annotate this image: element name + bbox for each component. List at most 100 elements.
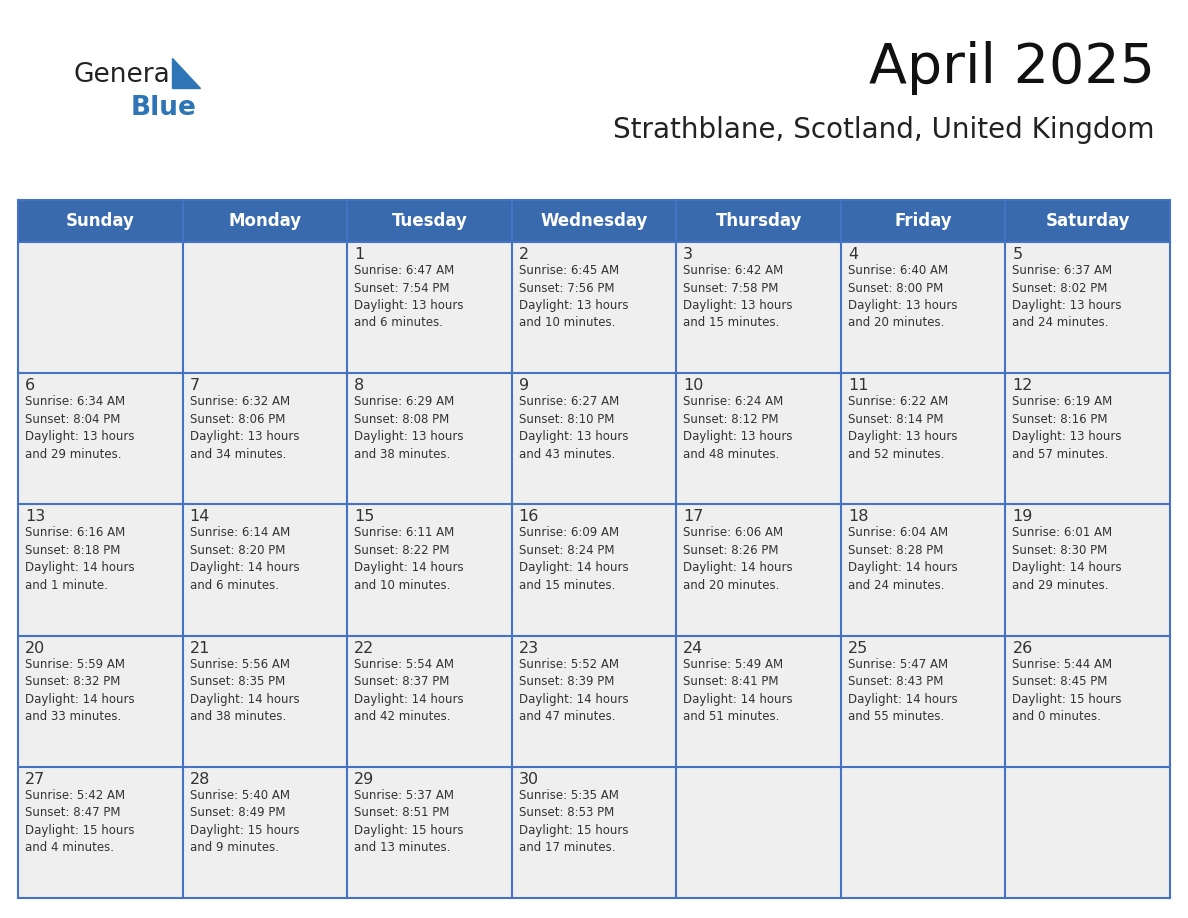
- Bar: [676, 635, 841, 767]
- Text: Sunrise: 6:32 AM
Sunset: 8:06 PM
Daylight: 13 hours
and 34 minutes.: Sunrise: 6:32 AM Sunset: 8:06 PM Dayligh…: [190, 396, 299, 461]
- Text: Sunrise: 5:54 AM
Sunset: 8:37 PM
Daylight: 14 hours
and 42 minutes.: Sunrise: 5:54 AM Sunset: 8:37 PM Dayligh…: [354, 657, 463, 723]
- Text: Sunrise: 6:19 AM
Sunset: 8:16 PM
Daylight: 13 hours
and 57 minutes.: Sunrise: 6:19 AM Sunset: 8:16 PM Dayligh…: [1012, 396, 1121, 461]
- Bar: [676, 200, 841, 242]
- Polygon shape: [172, 58, 200, 88]
- Bar: [18, 242, 183, 374]
- Text: Saturday: Saturday: [1045, 212, 1130, 230]
- Bar: [841, 242, 1005, 374]
- Text: 12: 12: [1012, 378, 1032, 393]
- Bar: [347, 504, 512, 635]
- Text: 18: 18: [848, 509, 868, 524]
- Text: Sunrise: 6:34 AM
Sunset: 8:04 PM
Daylight: 13 hours
and 29 minutes.: Sunrise: 6:34 AM Sunset: 8:04 PM Dayligh…: [25, 396, 134, 461]
- Text: 13: 13: [25, 509, 45, 524]
- Text: Thursday: Thursday: [715, 212, 802, 230]
- Text: 24: 24: [683, 641, 703, 655]
- Text: 26: 26: [1012, 641, 1032, 655]
- Text: 30: 30: [519, 772, 539, 787]
- Bar: [512, 374, 676, 504]
- Bar: [347, 242, 512, 374]
- Bar: [18, 200, 183, 242]
- Bar: [1005, 635, 1170, 767]
- Bar: [347, 200, 512, 242]
- Bar: [841, 200, 1005, 242]
- Text: 17: 17: [683, 509, 703, 524]
- Text: Sunrise: 6:45 AM
Sunset: 7:56 PM
Daylight: 13 hours
and 10 minutes.: Sunrise: 6:45 AM Sunset: 7:56 PM Dayligh…: [519, 264, 628, 330]
- Text: Wednesday: Wednesday: [541, 212, 647, 230]
- Bar: [512, 504, 676, 635]
- Bar: [1005, 504, 1170, 635]
- Text: 25: 25: [848, 641, 868, 655]
- Text: Sunrise: 6:42 AM
Sunset: 7:58 PM
Daylight: 13 hours
and 15 minutes.: Sunrise: 6:42 AM Sunset: 7:58 PM Dayligh…: [683, 264, 792, 330]
- Bar: [18, 635, 183, 767]
- Text: Sunrise: 5:37 AM
Sunset: 8:51 PM
Daylight: 15 hours
and 13 minutes.: Sunrise: 5:37 AM Sunset: 8:51 PM Dayligh…: [354, 789, 463, 855]
- Text: Sunrise: 5:56 AM
Sunset: 8:35 PM
Daylight: 14 hours
and 38 minutes.: Sunrise: 5:56 AM Sunset: 8:35 PM Dayligh…: [190, 657, 299, 723]
- Text: Sunrise: 6:09 AM
Sunset: 8:24 PM
Daylight: 14 hours
and 15 minutes.: Sunrise: 6:09 AM Sunset: 8:24 PM Dayligh…: [519, 526, 628, 592]
- Bar: [676, 504, 841, 635]
- Text: 6: 6: [25, 378, 36, 393]
- Bar: [183, 767, 347, 898]
- Text: April 2025: April 2025: [868, 41, 1155, 95]
- Text: 11: 11: [848, 378, 868, 393]
- Bar: [512, 200, 676, 242]
- Text: 10: 10: [683, 378, 703, 393]
- Bar: [1005, 242, 1170, 374]
- Bar: [676, 242, 841, 374]
- Text: Sunrise: 6:27 AM
Sunset: 8:10 PM
Daylight: 13 hours
and 43 minutes.: Sunrise: 6:27 AM Sunset: 8:10 PM Dayligh…: [519, 396, 628, 461]
- Text: 14: 14: [190, 509, 210, 524]
- Bar: [183, 635, 347, 767]
- Text: Sunrise: 5:35 AM
Sunset: 8:53 PM
Daylight: 15 hours
and 17 minutes.: Sunrise: 5:35 AM Sunset: 8:53 PM Dayligh…: [519, 789, 628, 855]
- Text: Sunrise: 5:52 AM
Sunset: 8:39 PM
Daylight: 14 hours
and 47 minutes.: Sunrise: 5:52 AM Sunset: 8:39 PM Dayligh…: [519, 657, 628, 723]
- Text: Sunday: Sunday: [65, 212, 134, 230]
- Bar: [676, 374, 841, 504]
- Text: 4: 4: [848, 247, 858, 262]
- Text: Sunrise: 5:59 AM
Sunset: 8:32 PM
Daylight: 14 hours
and 33 minutes.: Sunrise: 5:59 AM Sunset: 8:32 PM Dayligh…: [25, 657, 134, 723]
- Text: Sunrise: 6:24 AM
Sunset: 8:12 PM
Daylight: 13 hours
and 48 minutes.: Sunrise: 6:24 AM Sunset: 8:12 PM Dayligh…: [683, 396, 792, 461]
- Bar: [1005, 200, 1170, 242]
- Text: 3: 3: [683, 247, 694, 262]
- Bar: [1005, 767, 1170, 898]
- Text: Monday: Monday: [228, 212, 302, 230]
- Text: Sunrise: 6:01 AM
Sunset: 8:30 PM
Daylight: 14 hours
and 29 minutes.: Sunrise: 6:01 AM Sunset: 8:30 PM Dayligh…: [1012, 526, 1121, 592]
- Text: 8: 8: [354, 378, 365, 393]
- Text: 20: 20: [25, 641, 45, 655]
- Bar: [347, 374, 512, 504]
- Text: 1: 1: [354, 247, 365, 262]
- Bar: [347, 767, 512, 898]
- Bar: [183, 242, 347, 374]
- Bar: [183, 504, 347, 635]
- Bar: [841, 504, 1005, 635]
- Text: 27: 27: [25, 772, 45, 787]
- Text: 23: 23: [519, 641, 539, 655]
- Text: 29: 29: [354, 772, 374, 787]
- Text: Sunrise: 6:06 AM
Sunset: 8:26 PM
Daylight: 14 hours
and 20 minutes.: Sunrise: 6:06 AM Sunset: 8:26 PM Dayligh…: [683, 526, 792, 592]
- Bar: [18, 374, 183, 504]
- Text: 2: 2: [519, 247, 529, 262]
- Text: Strathblane, Scotland, United Kingdom: Strathblane, Scotland, United Kingdom: [613, 116, 1155, 144]
- Bar: [183, 200, 347, 242]
- Bar: [841, 767, 1005, 898]
- Bar: [18, 504, 183, 635]
- Bar: [18, 767, 183, 898]
- Text: 9: 9: [519, 378, 529, 393]
- Text: Sunrise: 5:44 AM
Sunset: 8:45 PM
Daylight: 15 hours
and 0 minutes.: Sunrise: 5:44 AM Sunset: 8:45 PM Dayligh…: [1012, 657, 1121, 723]
- Bar: [1005, 374, 1170, 504]
- Text: 21: 21: [190, 641, 210, 655]
- Bar: [512, 242, 676, 374]
- Text: 22: 22: [354, 641, 374, 655]
- Text: Sunrise: 5:49 AM
Sunset: 8:41 PM
Daylight: 14 hours
and 51 minutes.: Sunrise: 5:49 AM Sunset: 8:41 PM Dayligh…: [683, 657, 792, 723]
- Bar: [347, 635, 512, 767]
- Text: Friday: Friday: [895, 212, 952, 230]
- Text: Sunrise: 6:40 AM
Sunset: 8:00 PM
Daylight: 13 hours
and 20 minutes.: Sunrise: 6:40 AM Sunset: 8:00 PM Dayligh…: [848, 264, 958, 330]
- Text: Sunrise: 6:16 AM
Sunset: 8:18 PM
Daylight: 14 hours
and 1 minute.: Sunrise: 6:16 AM Sunset: 8:18 PM Dayligh…: [25, 526, 134, 592]
- Text: 16: 16: [519, 509, 539, 524]
- Bar: [183, 374, 347, 504]
- Bar: [841, 635, 1005, 767]
- Text: Sunrise: 6:11 AM
Sunset: 8:22 PM
Daylight: 14 hours
and 10 minutes.: Sunrise: 6:11 AM Sunset: 8:22 PM Dayligh…: [354, 526, 463, 592]
- Bar: [676, 767, 841, 898]
- Text: Sunrise: 5:47 AM
Sunset: 8:43 PM
Daylight: 14 hours
and 55 minutes.: Sunrise: 5:47 AM Sunset: 8:43 PM Dayligh…: [848, 657, 958, 723]
- Text: Sunrise: 5:40 AM
Sunset: 8:49 PM
Daylight: 15 hours
and 9 minutes.: Sunrise: 5:40 AM Sunset: 8:49 PM Dayligh…: [190, 789, 299, 855]
- Text: Sunrise: 6:22 AM
Sunset: 8:14 PM
Daylight: 13 hours
and 52 minutes.: Sunrise: 6:22 AM Sunset: 8:14 PM Dayligh…: [848, 396, 958, 461]
- Text: Sunrise: 5:42 AM
Sunset: 8:47 PM
Daylight: 15 hours
and 4 minutes.: Sunrise: 5:42 AM Sunset: 8:47 PM Dayligh…: [25, 789, 134, 855]
- Bar: [512, 767, 676, 898]
- Text: Sunrise: 6:04 AM
Sunset: 8:28 PM
Daylight: 14 hours
and 24 minutes.: Sunrise: 6:04 AM Sunset: 8:28 PM Dayligh…: [848, 526, 958, 592]
